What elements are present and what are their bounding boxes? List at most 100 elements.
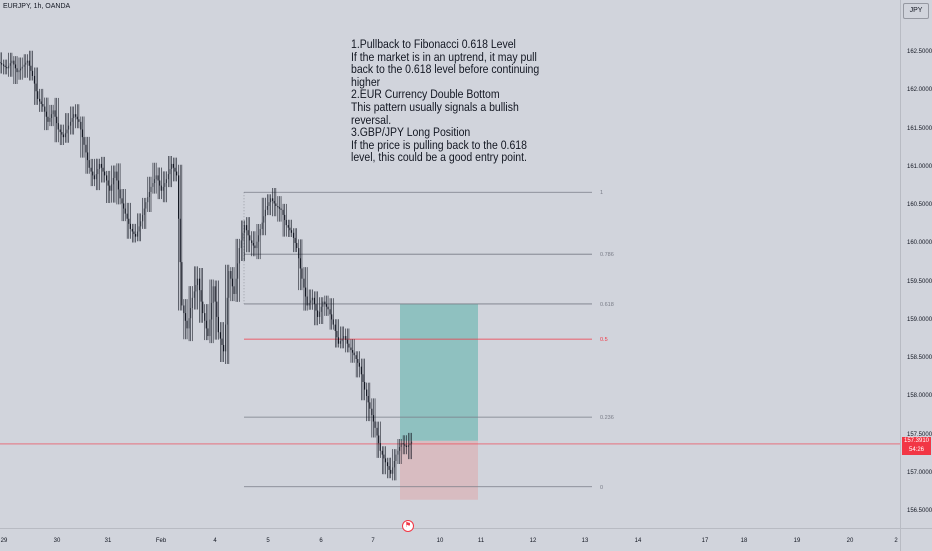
candle-body bbox=[186, 320, 188, 329]
candle-body bbox=[296, 242, 298, 249]
candle-body bbox=[62, 134, 65, 138]
candle-body bbox=[179, 218, 181, 263]
candle-body bbox=[366, 389, 368, 396]
candle-body bbox=[209, 319, 211, 337]
candle-body bbox=[223, 344, 225, 352]
candle-body bbox=[11, 60, 13, 64]
y-tick-label: 157.0000 bbox=[907, 469, 932, 476]
fib-level-label: 1 bbox=[600, 190, 603, 196]
candle-body bbox=[355, 355, 357, 359]
fib-level-label: 0.786 bbox=[600, 252, 614, 258]
candle-body bbox=[111, 184, 113, 191]
candle-body bbox=[280, 208, 282, 210]
symbol-label[interactable]: EURJPY, 1h, OANDA bbox=[3, 3, 71, 10]
candle-body bbox=[217, 316, 219, 333]
x-tick-label: 30 bbox=[53, 538, 61, 544]
candle-body bbox=[386, 462, 389, 467]
candle-body bbox=[21, 66, 23, 69]
candle-body bbox=[329, 309, 331, 315]
annotation-line: higher bbox=[351, 74, 381, 89]
candle-body bbox=[150, 186, 152, 192]
candle-body bbox=[37, 91, 39, 99]
candle-body bbox=[138, 226, 140, 232]
flag-marker-icon[interactable]: ⚑ bbox=[402, 520, 414, 532]
candle-body bbox=[207, 328, 209, 337]
candle-body bbox=[13, 60, 15, 65]
candle-body bbox=[270, 198, 272, 203]
candle-body bbox=[35, 83, 37, 92]
bar-countdown: 54:26 bbox=[908, 447, 924, 453]
y-tick-label: 160.0000 bbox=[907, 240, 932, 247]
candle-body bbox=[169, 169, 171, 175]
candle-body bbox=[343, 336, 345, 339]
fib-level-label: 0.618 bbox=[600, 302, 614, 308]
candle-body bbox=[184, 313, 187, 321]
candle-body bbox=[33, 75, 36, 84]
candle-body bbox=[331, 314, 333, 320]
candle-body bbox=[311, 297, 313, 301]
candle-body bbox=[216, 301, 218, 317]
candle-body bbox=[157, 175, 159, 181]
currency-button[interactable]: JPY bbox=[903, 3, 929, 19]
candle-body bbox=[290, 230, 293, 233]
annotation-line: If the market is in an uptrend, it may p… bbox=[351, 49, 537, 64]
candle-body bbox=[243, 225, 246, 233]
candle-body bbox=[119, 189, 121, 199]
y-tick-label: 156.5000 bbox=[907, 508, 932, 514]
candle-body bbox=[143, 208, 145, 215]
candle-body bbox=[364, 381, 366, 390]
candle-body bbox=[193, 291, 195, 298]
candle-body bbox=[212, 286, 214, 303]
candle-body bbox=[73, 114, 75, 119]
candle-body bbox=[381, 450, 383, 455]
candle-body bbox=[289, 227, 291, 231]
y-tick-label: 162.0000 bbox=[907, 87, 932, 94]
candle-body bbox=[0, 61, 1, 64]
candle-body bbox=[26, 60, 28, 63]
candle-body bbox=[320, 306, 322, 312]
time-axis[interactable] bbox=[0, 528, 900, 551]
candle-body bbox=[52, 110, 54, 115]
candle-body bbox=[304, 287, 307, 297]
candle-body bbox=[337, 337, 340, 344]
candle-body bbox=[76, 116, 78, 120]
candle-body bbox=[23, 64, 25, 67]
candle-body bbox=[336, 330, 338, 338]
candle-body bbox=[59, 129, 61, 133]
candle-body bbox=[395, 454, 397, 461]
candle-body bbox=[64, 133, 66, 138]
candle-body bbox=[285, 220, 287, 226]
candle-body bbox=[95, 174, 97, 180]
candle-body bbox=[78, 119, 80, 122]
candle-body bbox=[81, 129, 84, 138]
candle-body bbox=[198, 278, 201, 291]
candle-body bbox=[317, 310, 319, 317]
candle-body bbox=[390, 469, 392, 474]
candle-body bbox=[214, 286, 216, 302]
candle-body bbox=[140, 221, 142, 227]
y-tick-label: 158.5000 bbox=[907, 355, 932, 361]
current-price-value: 157.3910 bbox=[903, 438, 930, 444]
candle-body bbox=[136, 231, 139, 237]
candle-body bbox=[398, 446, 401, 451]
candle-body bbox=[306, 296, 308, 306]
candle-body bbox=[164, 183, 166, 187]
candle-body bbox=[142, 214, 144, 222]
candle-body bbox=[160, 185, 162, 191]
x-tick-label: 12 bbox=[529, 538, 537, 544]
y-tick-label: 157.5000 bbox=[907, 431, 932, 438]
candle-body bbox=[134, 234, 137, 237]
candle-body bbox=[231, 278, 234, 287]
candle-body bbox=[351, 350, 354, 353]
candle-body bbox=[88, 160, 90, 168]
candle-body bbox=[152, 183, 154, 187]
candle-body bbox=[245, 225, 248, 231]
candle-body bbox=[14, 64, 17, 69]
candle-body bbox=[1, 63, 3, 65]
candle-body bbox=[90, 167, 92, 172]
candle-body bbox=[69, 121, 72, 126]
candle-body bbox=[71, 118, 73, 122]
candle-body bbox=[376, 427, 378, 436]
candle-body bbox=[57, 123, 59, 130]
text-annotation[interactable]: 1.Pullback to Fibonacci 0.618 Level If t… bbox=[351, 38, 540, 164]
